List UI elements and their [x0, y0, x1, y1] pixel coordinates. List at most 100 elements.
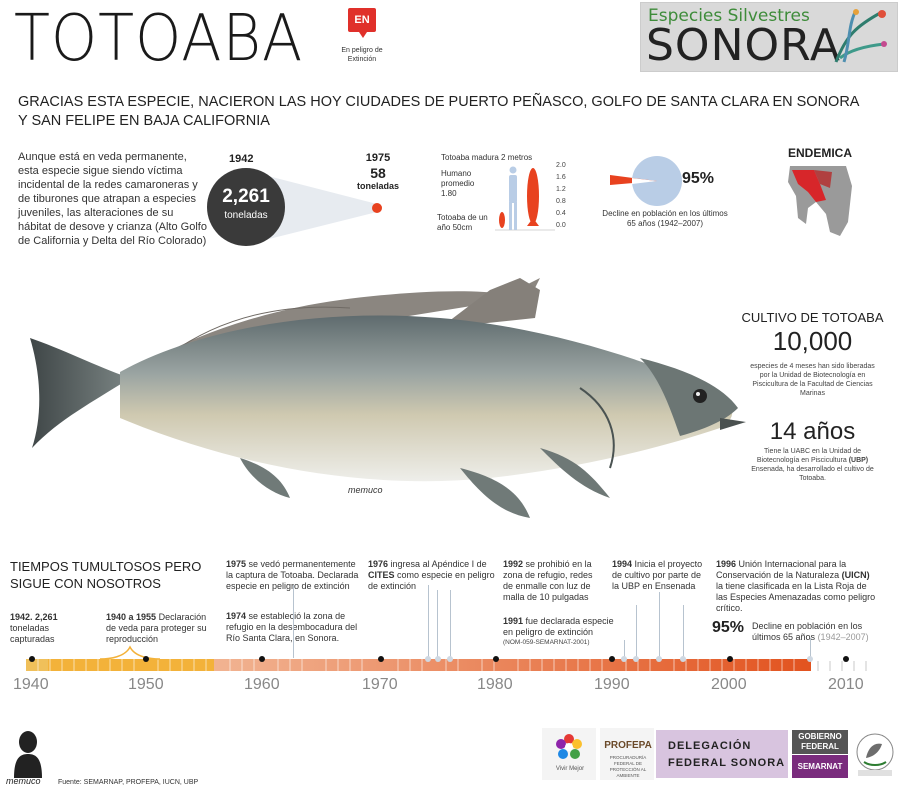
leader-line — [428, 585, 429, 658]
timeline-dot — [727, 656, 733, 662]
year-label: 1980 — [477, 676, 513, 693]
endemic-label: ENDEMICA — [788, 146, 853, 160]
size-human-label: Humano promedio 1.80 — [441, 169, 475, 198]
cultivo-years-text: Tiene la UABC en la Unidad de Biotecnolo… — [745, 447, 880, 483]
delegacion-line-1: DELEGACIÓN — [668, 740, 752, 752]
event-1975-text: se vedó permanentemente la captura de To… — [226, 559, 359, 591]
event-1940-years: 1940 a 1955 — [106, 612, 157, 622]
timeline-dot — [843, 656, 849, 662]
year-label: 2010 — [828, 676, 864, 693]
event-1991-text: fue declarada especie en peligro de exti… — [503, 616, 614, 637]
year-label: 1970 — [362, 676, 398, 693]
profepa-label: PROFEPA — [604, 740, 652, 751]
timeline-dot — [259, 656, 265, 662]
timeline-decline-caption: Decline en población en los últimos 65 a… — [752, 621, 863, 642]
event-1996: 1996 Unión Internacional para la Conserv… — [716, 559, 876, 614]
timeline-event-dot — [435, 656, 441, 662]
endangered-badge: EN — [348, 8, 376, 38]
event-1974: 1974 se estableció la zona de refugio en… — [226, 611, 366, 644]
catch-1975-value: 58 — [370, 165, 386, 181]
year-label: 1950 — [128, 676, 164, 693]
cultivo-count: 10,000 — [772, 326, 853, 356]
event-1974-year: 1974 — [226, 611, 247, 621]
year-1975-label: 1975 — [365, 152, 391, 164]
size-scale-tick: 1.6 — [556, 174, 566, 181]
leader-line — [683, 605, 684, 658]
size-scale-tick: 0.4 — [556, 210, 566, 217]
timeline-dot — [143, 656, 149, 662]
profepa-sub: PROCURADURÍA FEDERAL DE PROTECCIÓN AL AM… — [609, 755, 647, 778]
timeline-decline-text: Decline en población en los últimos 65 a… — [752, 621, 872, 643]
leader-line — [624, 640, 625, 658]
timeline-decline-percent: 95% — [712, 619, 745, 636]
timeline-event-dot — [807, 656, 813, 662]
year-label: 1940 — [13, 676, 49, 693]
cultivo-years: 14 años — [769, 418, 856, 445]
timeline-dot — [378, 656, 384, 662]
intro-text: Aunque está en veda permanente, esta esp… — [18, 151, 207, 247]
leader-line — [437, 590, 438, 658]
event-1976-year: 1976 — [368, 559, 389, 569]
event-1996-text-a: Unión Internacional para la Conservación… — [716, 559, 847, 580]
delegacion-line-2: FEDERAL SONORA — [668, 757, 786, 769]
timeline-dot — [29, 656, 35, 662]
timeline-event-dot — [656, 656, 662, 662]
leader-line — [659, 592, 660, 658]
timeline-event-dot — [680, 656, 686, 662]
event-1996-uicn: (UICN) — [841, 570, 870, 580]
delegacion-box — [656, 730, 788, 778]
event-1976-text-b: como especie en peligro de extinción — [368, 570, 495, 591]
event-1942-year: 1942. — [10, 612, 33, 622]
artist-signature: memuco — [348, 485, 383, 495]
leader-line — [293, 585, 294, 658]
timeline-decline-years: (1942–2007) — [817, 632, 869, 642]
catch-1942-value: 2,261 — [222, 186, 270, 207]
event-1996-text-b: la tiene clasificada en la Lista Roja de… — [716, 581, 876, 613]
page-title: TOTOABA — [14, 2, 304, 76]
cultivo-years-text-a: Tiene la UABC en la Unidad de Biotecnolo… — [756, 448, 862, 464]
timeline-dot — [609, 656, 615, 662]
event-1994: 1994 Inicia el proyecto de cultivo por p… — [612, 559, 707, 592]
event-1976: 1976 ingresa al Apéndice I de CITES como… — [368, 559, 498, 592]
catch-1975-unit: toneladas — [356, 181, 399, 191]
leader-line — [810, 638, 811, 658]
semarnat-badge: SEMARNAT — [792, 755, 848, 778]
event-1992: 1992 se prohibió en la zona de refugio, … — [503, 559, 603, 603]
endangered-label: En peligro de Extinción — [341, 47, 383, 63]
plant-logo-icon — [834, 9, 887, 63]
timeline-heading: TIEMPOS TUMULTOSOS PERO SIGUE CON NOSOTR… — [10, 559, 202, 591]
timeline-event-dot — [447, 656, 453, 662]
gobierno-federal-badge: GOBIERNO FEDERAL — [792, 730, 848, 754]
source-text: Fuente: SEMARNAP, PROFEPA, IUCN, UBP — [58, 779, 199, 786]
size-mature-label: Totoaba madura 2 metros — [441, 153, 533, 162]
event-1994-text: Inicia el proyecto de cultivo por parte … — [612, 559, 703, 591]
leader-line — [636, 605, 637, 658]
event-1942-value: 2,261 — [35, 612, 58, 622]
event-1974-text: se estableció la zona de refugio en la d… — [226, 611, 358, 643]
timeline-dot — [493, 656, 499, 662]
brand-subtitle: Especies Silvestres — [648, 6, 810, 26]
event-1991-year: 1991 — [503, 616, 524, 626]
year-1942-label: 1942 — [229, 153, 254, 165]
cultivo-count-text: especies de 4 meses han sido liberadas p… — [750, 363, 875, 397]
headline: GRACIAS ESTA ESPECIE, NACIERON LAS HOY C… — [18, 94, 859, 129]
catch-1942-unit: toneladas — [224, 210, 268, 221]
event-1940-1955: 1940 a 1955 Declaración de veda para pro… — [106, 612, 216, 645]
size-scale-tick: 0.0 — [556, 222, 566, 229]
timeline-event-dot — [621, 656, 627, 662]
catch-1975-circle — [372, 203, 382, 213]
event-1942-text: toneladas capturadas — [10, 623, 55, 644]
veda-bracket — [100, 645, 160, 660]
event-1991: 1991 fue declarada especie en peligro de… — [503, 616, 623, 647]
cultivo-years-text-b: (UBP) — [848, 457, 869, 464]
size-young-label: Totoaba de un año 50cm — [437, 213, 488, 232]
footer-signature: memuco — [6, 776, 41, 786]
event-1992-text: se prohibió en la zona de refugio, redes… — [503, 559, 593, 602]
year-label: 1990 — [594, 676, 630, 693]
event-1991-norm: (NOM-059-SEMARNAT-2001) — [503, 639, 590, 646]
timeline-event-dot — [425, 656, 431, 662]
event-1976-cites: CITES — [368, 570, 395, 580]
size-scale-tick: 1.2 — [556, 186, 566, 193]
size-comparison-figures — [495, 166, 555, 231]
year-label: 2000 — [711, 676, 747, 693]
